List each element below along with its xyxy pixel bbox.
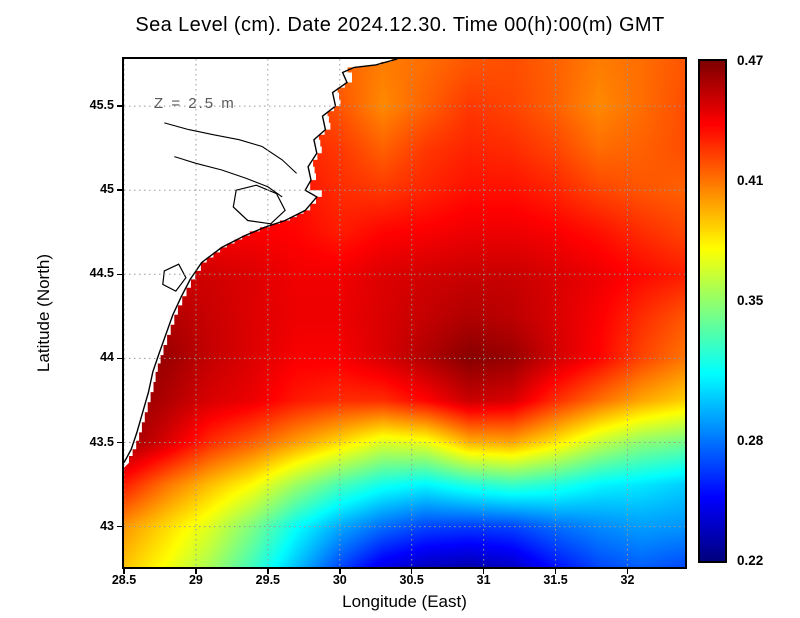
river-contour bbox=[174, 156, 283, 198]
land-mask bbox=[124, 59, 403, 468]
y-axis-label: Latitude (North) bbox=[34, 253, 53, 373]
y-tick-label: 43 bbox=[100, 518, 114, 533]
colorbar-tick-label: 0.47 bbox=[737, 53, 764, 68]
x-tick-label: 28.5 bbox=[111, 573, 137, 587]
x-tick-mark bbox=[626, 569, 629, 574]
x-tick-label: 32 bbox=[620, 573, 635, 587]
y-tick-label: 43.5 bbox=[89, 434, 114, 449]
x-tick-label: 31 bbox=[476, 573, 491, 587]
chart-title: Sea Level (cm). Date 2024.12.30. Time 00… bbox=[135, 14, 665, 36]
coastline bbox=[124, 59, 398, 464]
x-tick-label: 29 bbox=[188, 573, 203, 587]
river-contour bbox=[164, 122, 297, 174]
x-tick-mark bbox=[267, 569, 269, 574]
y-tick-label: 44.5 bbox=[89, 266, 114, 281]
y-tick-label: 44 bbox=[100, 350, 114, 365]
y-tick-mark bbox=[117, 105, 122, 107]
y-tick-mark bbox=[117, 525, 122, 528]
x-axis-label: Longitude (East) bbox=[342, 592, 467, 611]
lake-contour bbox=[232, 184, 286, 225]
colorbar-tick-label: 0.35 bbox=[737, 293, 764, 308]
colorbar-tick-label: 0.28 bbox=[737, 433, 764, 448]
colorbar-tick-label: 0.41 bbox=[737, 173, 764, 188]
x-tick-mark bbox=[195, 569, 197, 574]
colorbar-canvas bbox=[700, 61, 725, 561]
lake-contour bbox=[162, 263, 187, 292]
depth-annotation: Z = 2.5 m bbox=[154, 95, 236, 112]
map-overlay bbox=[124, 59, 685, 567]
x-tick-label: 29.5 bbox=[255, 573, 281, 587]
y-tick-mark bbox=[117, 441, 122, 444]
x-tick-label: 31.5 bbox=[543, 573, 568, 587]
colorbar-tick-label: 0.22 bbox=[737, 553, 764, 568]
x-tick-label: 30.5 bbox=[399, 573, 424, 587]
x-tick-mark bbox=[554, 569, 557, 574]
x-tick-mark bbox=[123, 569, 125, 574]
y-tick-mark bbox=[117, 273, 122, 276]
x-tick-mark bbox=[410, 569, 413, 574]
y-tick-mark bbox=[117, 357, 122, 360]
y-tick-mark bbox=[117, 189, 122, 191]
y-tick-label: 45.5 bbox=[89, 98, 114, 113]
x-tick-mark bbox=[482, 569, 485, 574]
y-tick-label: 45 bbox=[100, 182, 114, 197]
x-tick-mark bbox=[339, 569, 341, 574]
plot-area: Z = 2.5 m bbox=[122, 57, 687, 569]
colorbar bbox=[698, 59, 727, 563]
x-tick-label: 30 bbox=[332, 573, 347, 587]
